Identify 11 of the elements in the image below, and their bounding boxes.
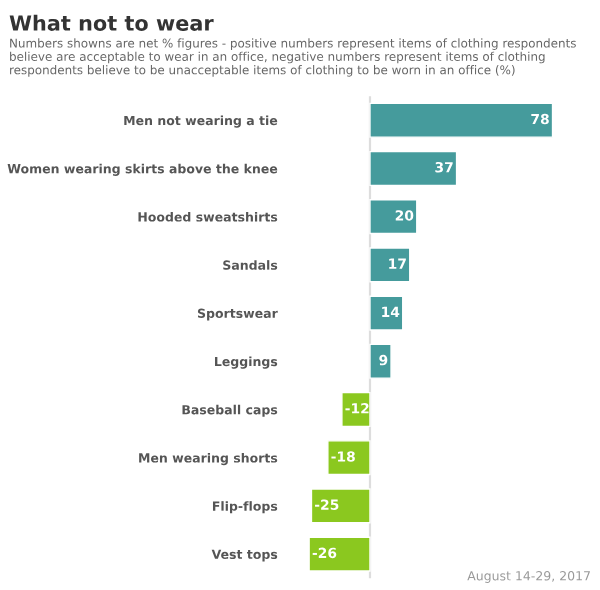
bar	[369, 295, 404, 331]
bar	[369, 150, 458, 187]
bar	[341, 391, 371, 428]
bar	[369, 199, 418, 235]
bar	[310, 488, 371, 524]
text: What not to wear	[9, 14, 214, 31]
bar	[327, 440, 371, 476]
bar	[308, 536, 371, 572]
bar	[369, 343, 392, 379]
bar	[369, 247, 411, 283]
bar	[369, 102, 554, 138]
